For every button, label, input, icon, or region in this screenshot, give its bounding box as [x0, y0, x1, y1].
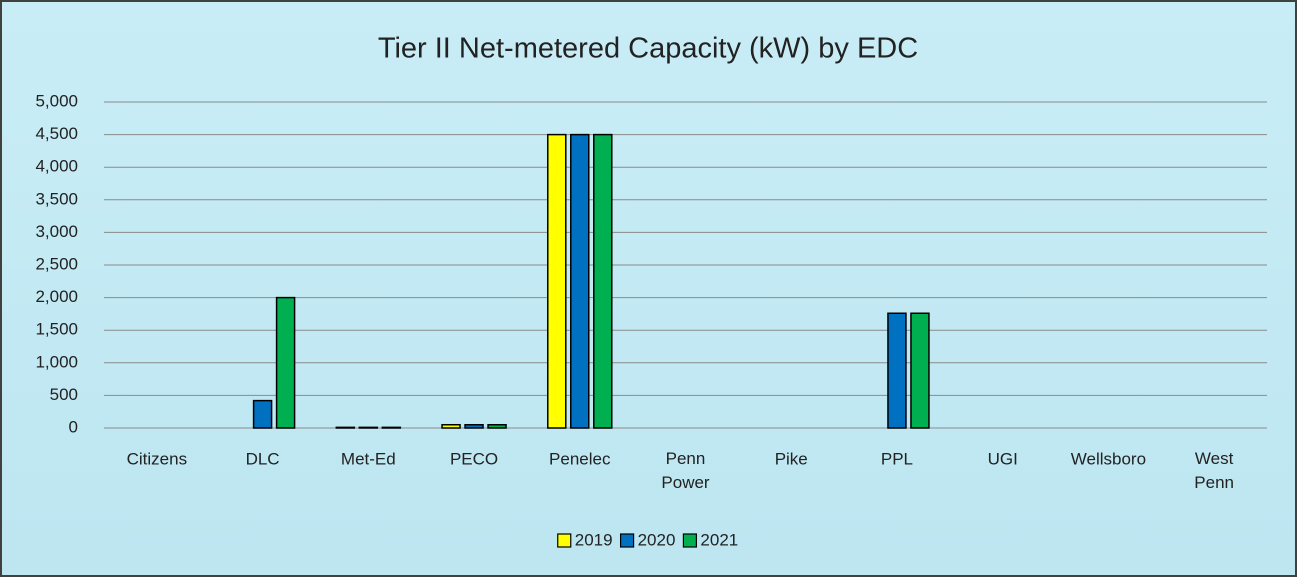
- chart-title: Tier II Net-metered Capacity (kW) by EDC: [378, 33, 918, 65]
- legend-label: 2021: [700, 530, 738, 549]
- x-tick-label: PECO: [450, 449, 498, 468]
- x-tick-label: West Penn: [1194, 449, 1234, 492]
- legend-swatch: [682, 533, 698, 548]
- x-tick-label: Citizens: [127, 449, 187, 468]
- bar: [441, 423, 461, 429]
- x-tick-label: Met-Ed: [341, 449, 396, 468]
- x-tick-label: Pike: [775, 449, 808, 468]
- bar: [381, 426, 402, 429]
- x-tick-label: PPL: [881, 449, 913, 468]
- bar: [358, 426, 379, 429]
- y-tick-label: 0: [69, 417, 78, 436]
- y-tick-label: 3,500: [35, 189, 78, 208]
- legend-label: 2020: [638, 530, 676, 549]
- bar: [570, 133, 590, 429]
- x-tick-label: UGI: [988, 449, 1018, 468]
- x-tick-label: Penn Power: [661, 449, 710, 492]
- x-tick-label-line: Penn: [1194, 473, 1234, 492]
- y-tick-label: 3,000: [35, 222, 78, 241]
- y-tick-label: 1,000: [35, 352, 78, 371]
- bar: [593, 133, 613, 429]
- y-tick-label: 4,000: [35, 157, 78, 176]
- legend-swatch: [557, 533, 572, 548]
- bar: [487, 423, 507, 429]
- bar: [910, 312, 930, 429]
- x-tick-label: Wellsboro: [1071, 449, 1146, 468]
- x-tick-label-line: Power: [661, 473, 710, 492]
- bar: [887, 312, 907, 429]
- bar: [252, 399, 273, 429]
- bar: [464, 423, 484, 429]
- bar: [547, 133, 567, 429]
- legend-label: 2019: [575, 530, 613, 549]
- x-tick-label: Penelec: [549, 449, 611, 468]
- y-tick-label: 2,000: [35, 287, 78, 306]
- y-tick-label: 2,500: [35, 254, 78, 273]
- x-tick-label-line: Penn: [666, 449, 706, 468]
- legend-swatch: [619, 533, 635, 548]
- y-tick-label: 1,500: [35, 320, 78, 339]
- x-tick-label: DLC: [246, 449, 280, 468]
- bar: [335, 426, 356, 429]
- x-tick-label-line: West: [1195, 449, 1234, 468]
- legend: 2019 2020 2021: [557, 530, 738, 549]
- bar: [275, 296, 296, 429]
- y-tick-label: 500: [50, 385, 78, 404]
- y-tick-label: 5,000: [35, 91, 78, 110]
- y-tick-label: 4,500: [35, 124, 78, 143]
